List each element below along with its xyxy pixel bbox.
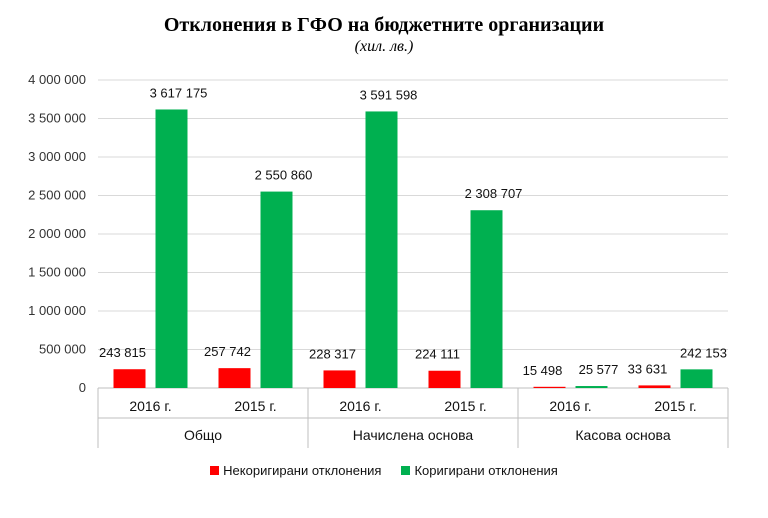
- x-group-label: Касова основа: [575, 427, 670, 443]
- x-category-label: 2015 г.: [444, 398, 486, 414]
- data-label-uncorrected: 15 498: [523, 363, 563, 378]
- data-label-uncorrected: 33 631: [628, 361, 668, 376]
- bar-uncorrected: [323, 370, 356, 388]
- y-tick-label: 3 500 000: [28, 111, 86, 126]
- data-label-corrected: 3 617 175: [150, 85, 208, 100]
- data-label-corrected: 3 591 598: [360, 87, 418, 102]
- data-label-corrected: 25 577: [579, 362, 619, 377]
- bar-corrected: [155, 109, 188, 388]
- y-tick-label: 1 500 000: [28, 265, 86, 280]
- bar-uncorrected: [113, 369, 146, 388]
- x-category-label: 2016 г.: [339, 398, 381, 414]
- data-label-uncorrected: 257 742: [204, 344, 251, 359]
- data-label-corrected: 242 153: [680, 345, 727, 360]
- y-tick-label: 1 000 000: [28, 303, 86, 318]
- x-group-label: Общо: [184, 427, 222, 443]
- legend-item-corrected: Коригирани отклонения: [401, 463, 558, 478]
- legend-label-corrected: Коригирани отклонения: [414, 463, 558, 478]
- legend-item-uncorrected: Некоригирани отклонения: [210, 463, 381, 478]
- legend: Некоригирани отклонения Коригирани откло…: [0, 463, 768, 478]
- y-tick-label: 2 500 000: [28, 188, 86, 203]
- x-category-label: 2016 г.: [549, 398, 591, 414]
- data-label-corrected: 2 550 860: [255, 168, 313, 183]
- bar-uncorrected: [218, 368, 251, 388]
- legend-label-uncorrected: Некоригирани отклонения: [223, 463, 382, 478]
- y-tick-label: 500 000: [39, 342, 86, 357]
- chart-title: Отклонения в ГФО на бюджетните организац…: [163, 14, 605, 36]
- bar-corrected: [575, 386, 608, 388]
- bar-corrected: [470, 210, 503, 388]
- bar-uncorrected: [533, 386, 566, 388]
- y-tick-label: 0: [79, 380, 86, 395]
- y-tick-label: 2 000 000: [28, 226, 86, 241]
- bar-corrected: [680, 369, 713, 388]
- bar-corrected: [260, 191, 293, 388]
- chart-subtitle: (хил. лв.): [354, 38, 414, 55]
- legend-swatch-corrected: [401, 466, 411, 475]
- data-label-uncorrected: 224 111: [415, 347, 460, 362]
- x-group-label: Начислена основа: [353, 427, 474, 443]
- data-label-corrected: 2 308 707: [465, 186, 523, 201]
- legend-swatch-uncorrected: [210, 466, 220, 475]
- x-category-label: 2015 г.: [654, 398, 696, 414]
- bar-uncorrected: [638, 385, 671, 388]
- data-label-uncorrected: 243 815: [99, 345, 146, 360]
- x-category-label: 2016 г.: [129, 398, 171, 414]
- y-tick-label: 4 000 000: [28, 72, 86, 87]
- bar-uncorrected: [428, 370, 461, 388]
- x-category-label: 2015 г.: [234, 398, 276, 414]
- y-tick-label: 3 000 000: [28, 149, 86, 164]
- data-label-uncorrected: 228 317: [309, 346, 356, 361]
- bar-corrected: [365, 111, 398, 388]
